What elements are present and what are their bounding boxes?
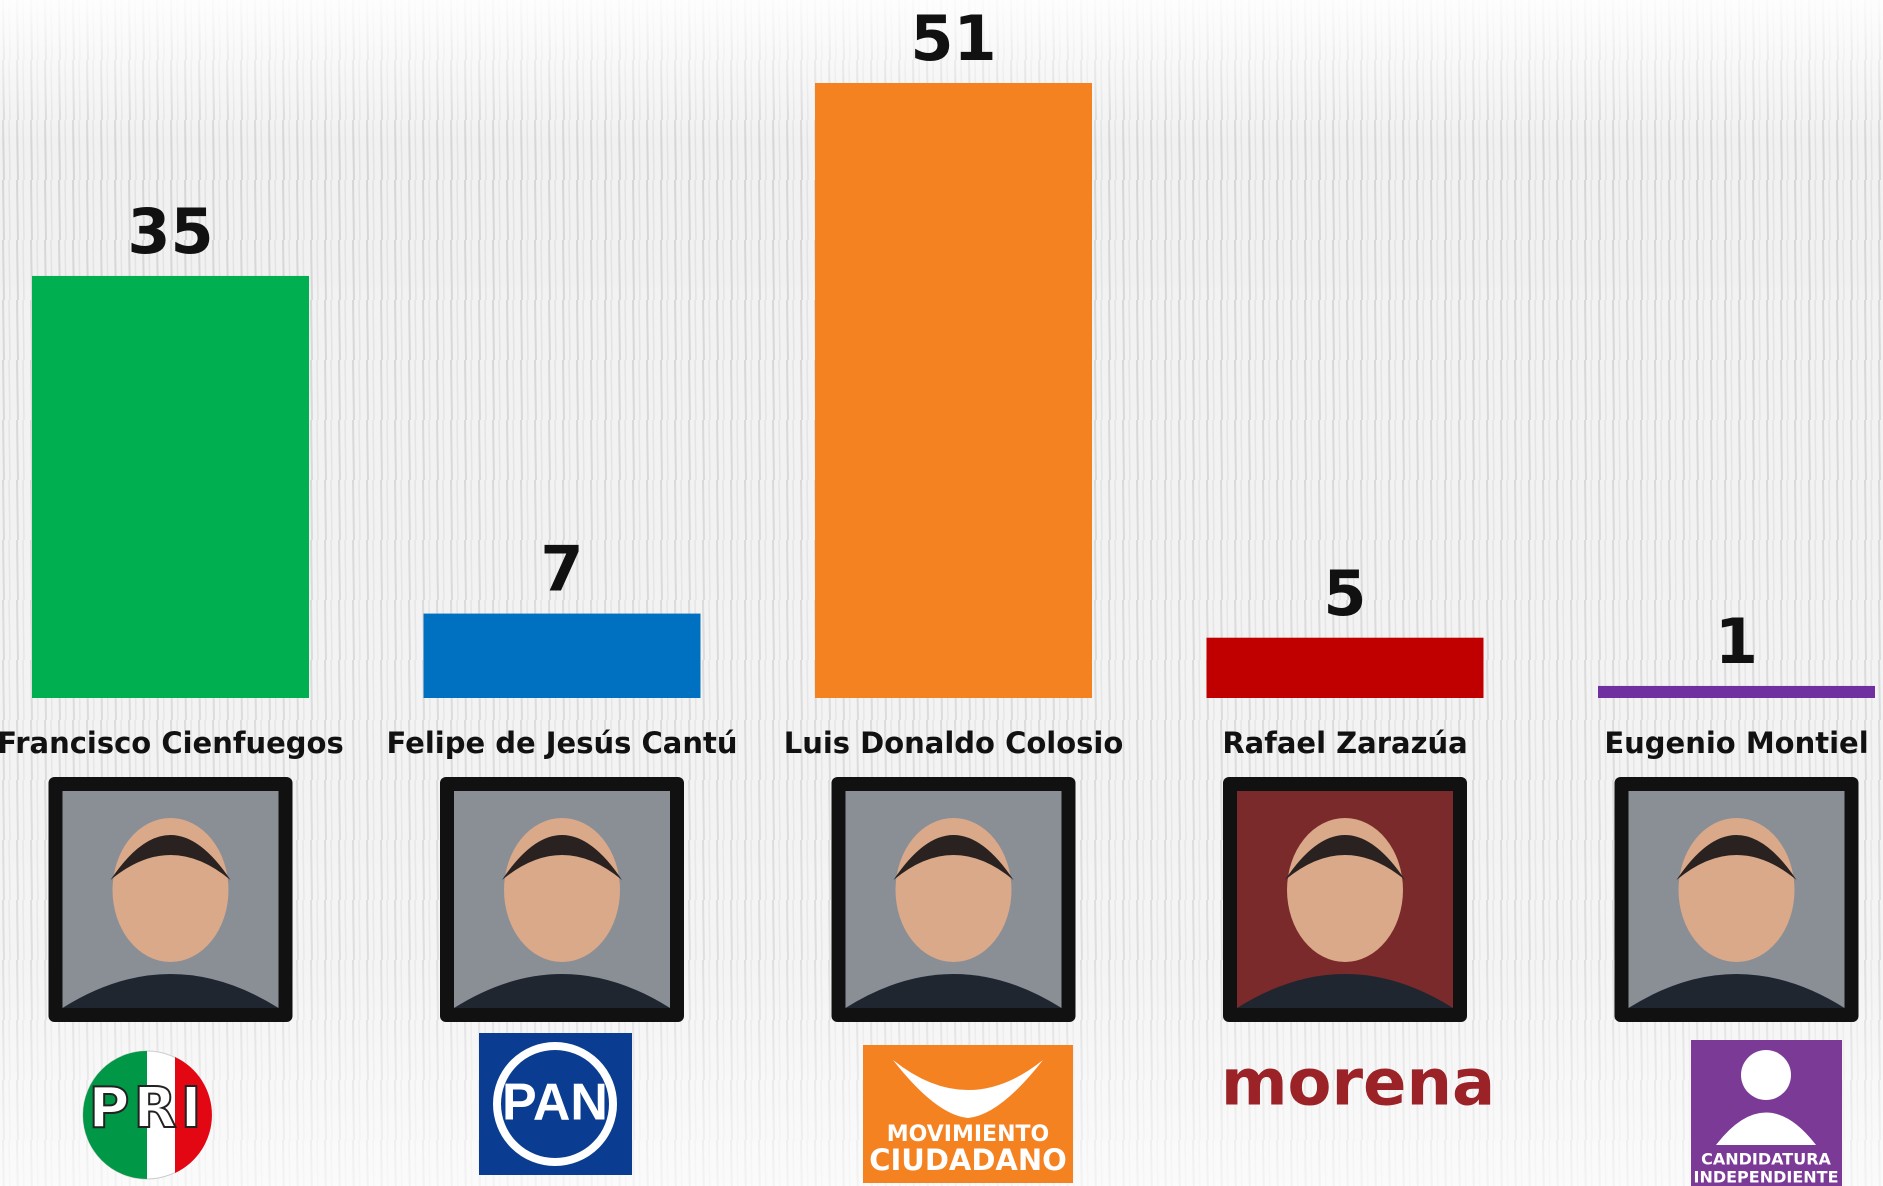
logo-text: CIUDADANO [869,1143,1067,1177]
bar [815,83,1092,698]
logo-text: MOVIMIENTO [887,1122,1049,1147]
photo-hair [893,835,1014,880]
logo-ind-head [1741,1050,1791,1100]
value-label: 1 [1715,605,1758,678]
photo-hair [502,835,622,880]
value-label: 51 [910,2,996,75]
photo-hair [110,835,231,880]
value-label: 7 [540,533,583,606]
photo-hair [1285,835,1405,880]
logo-text: morena [1221,1047,1495,1121]
category-label: Luis Donaldo Colosio [784,726,1124,760]
logo-pri-green [83,1051,147,1179]
value-label: 35 [127,195,213,268]
category-label: Felipe de Jesús Cantú [387,726,738,760]
photo-suit [62,974,279,1008]
category-label: Rafael Zarazúa [1222,726,1467,760]
category-label: Francisco Cienfuegos [0,726,344,760]
logo-text: INDEPENDIENTE [1694,1168,1839,1186]
logo-mc-eagle [893,1060,1043,1118]
photo-suit [1628,974,1845,1008]
logo-text: PRI [89,1076,206,1141]
photo-suit [1237,974,1453,1008]
photo-hair [1676,835,1797,880]
logo-text: CANDIDATURA [1701,1150,1831,1169]
bar [32,275,309,698]
logo-pan [479,1033,632,1175]
logo-pri-red [175,1057,212,1173]
logo-pan-ring [493,1042,617,1166]
bar [423,613,701,698]
bar [1206,637,1484,698]
category-label: Eugenio Montiel [1604,726,1868,760]
logo-text: PAN [502,1074,608,1132]
logo-ind-body [1716,1112,1816,1145]
photo-suit [454,974,670,1008]
bar [1598,685,1875,698]
value-label: 5 [1323,557,1366,630]
photo-suit [845,974,1062,1008]
